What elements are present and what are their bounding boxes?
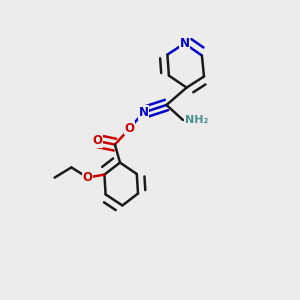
Text: O: O bbox=[92, 134, 103, 148]
Text: N: N bbox=[138, 106, 148, 119]
Text: N: N bbox=[179, 37, 190, 50]
Text: O: O bbox=[82, 171, 93, 184]
Text: NH₂: NH₂ bbox=[184, 115, 208, 125]
Text: O: O bbox=[124, 122, 135, 135]
